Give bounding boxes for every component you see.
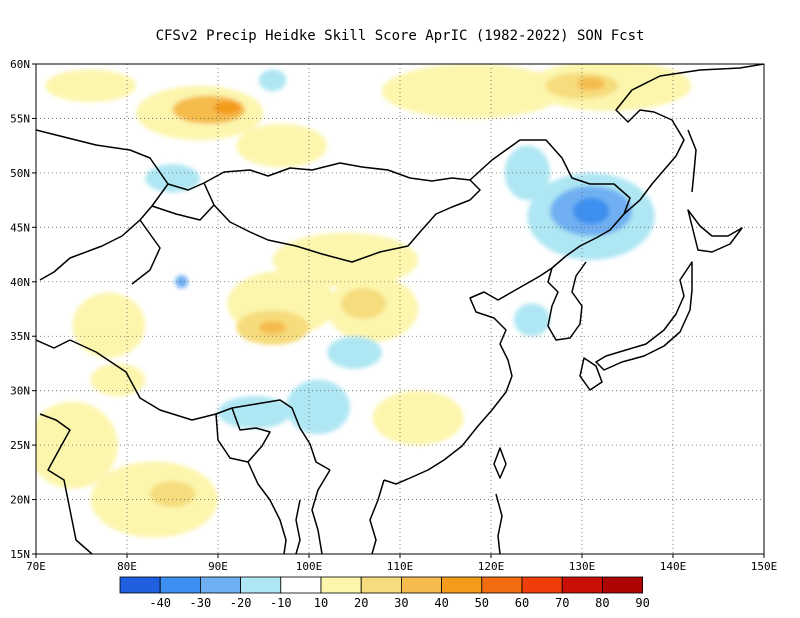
skill-patch-layer bbox=[36, 64, 692, 538]
coastline-borders bbox=[36, 64, 764, 554]
coast-sakhalin bbox=[687, 129, 697, 193]
lat-tick-label: 45N bbox=[10, 221, 30, 234]
grid-lines bbox=[36, 64, 764, 554]
coast-japan-hokkaido bbox=[687, 209, 743, 253]
coast-indochina bbox=[295, 469, 385, 554]
skill-patch-9 bbox=[72, 292, 146, 359]
border-india-west bbox=[36, 339, 93, 554]
skill-patch-14 bbox=[340, 288, 387, 319]
coast-japan-kyushu bbox=[579, 357, 603, 391]
skill-patch-19 bbox=[372, 390, 464, 446]
coast-luzon bbox=[495, 493, 503, 554]
page-title: CFSv2 Precip Heidke Skill Score AprIC (1… bbox=[155, 28, 645, 44]
skill-patch-28 bbox=[258, 69, 287, 92]
colorbar-label: 10 bbox=[314, 596, 328, 610]
lat-tick-label: 55N bbox=[10, 112, 30, 125]
colorbar-label: 70 bbox=[555, 596, 569, 610]
skill-patch-12 bbox=[258, 320, 287, 335]
lat-tick-label: 40N bbox=[10, 276, 30, 289]
coast-far-east bbox=[615, 64, 764, 215]
lat-tick-label: 60N bbox=[10, 58, 30, 71]
coast-japan-honshu bbox=[595, 261, 693, 371]
colorbar-swatch bbox=[441, 576, 483, 594]
coast-china-east bbox=[383, 267, 553, 485]
skill-patch-24 bbox=[504, 145, 551, 201]
colorbar-label: 50 bbox=[475, 596, 489, 610]
colorbar-label: 30 bbox=[394, 596, 408, 610]
lon-tick-label: 130E bbox=[569, 560, 596, 573]
skill-patch-25 bbox=[286, 379, 350, 435]
colorbar-label: -40 bbox=[149, 596, 171, 610]
lat-tick-label: 30N bbox=[10, 385, 30, 398]
colorbar-swatch bbox=[320, 576, 362, 594]
skill-patch-4 bbox=[236, 123, 328, 168]
colorbar-swatch bbox=[602, 576, 644, 594]
lon-tick-label: 80E bbox=[117, 560, 137, 573]
colorbar-swatch bbox=[280, 576, 322, 594]
colorbar-label: 80 bbox=[595, 596, 609, 610]
colorbar-swatch bbox=[400, 576, 442, 594]
border-kazakhstan-china bbox=[131, 182, 215, 285]
skill-patch-20 bbox=[90, 363, 146, 397]
colorbar-swatch bbox=[561, 576, 603, 594]
colorbar-swatch bbox=[521, 576, 563, 594]
colorbar-swatch bbox=[159, 576, 201, 594]
lon-tick-label: 100E bbox=[296, 560, 323, 573]
border-mongolia bbox=[203, 162, 481, 263]
colorbar-swatch bbox=[360, 576, 402, 594]
lon-tick-label: 110E bbox=[387, 560, 414, 573]
lat-tick-label: 20N bbox=[10, 494, 30, 507]
colorbar-label: 60 bbox=[515, 596, 529, 610]
lat-tick-label: 15N bbox=[10, 548, 30, 561]
skill-patch-18 bbox=[149, 481, 196, 508]
colorbar-label: 90 bbox=[635, 596, 649, 610]
colorbar-swatch bbox=[119, 576, 161, 594]
skill-patch-30 bbox=[513, 303, 551, 337]
colorbar-label: -30 bbox=[190, 596, 212, 610]
colorbar-swatch bbox=[199, 576, 241, 594]
colorbar-label: -10 bbox=[270, 596, 292, 610]
skill-patch-23 bbox=[572, 197, 610, 225]
lon-tick-label: 140E bbox=[660, 560, 687, 573]
colorbar-label: -20 bbox=[230, 596, 252, 610]
lat-tick-label: 25N bbox=[10, 439, 30, 452]
skill-patch-5 bbox=[381, 64, 564, 119]
border-india-east bbox=[215, 407, 287, 554]
colorbar-label: 40 bbox=[434, 596, 448, 610]
lon-tick-label: 150E bbox=[751, 560, 778, 573]
lon-tick-label: 90E bbox=[208, 560, 228, 573]
skill-patch-8 bbox=[577, 77, 605, 91]
coast-korea bbox=[547, 255, 587, 341]
lon-tick-label: 70E bbox=[26, 560, 46, 573]
colorbar-swatch bbox=[240, 576, 282, 594]
border-china-north bbox=[469, 139, 631, 257]
axis-ticks: 70E 80E 90E 100E 110E 120E 130E 140E 150E 15N 20N 2… bbox=[10, 58, 777, 573]
colorbar: -40 -30 -20 -10 10 20 30 40 50 60 70 80 90 bbox=[119, 576, 650, 610]
lat-tick-label: 35N bbox=[10, 330, 30, 343]
skill-patch-0 bbox=[45, 69, 137, 103]
coast-taiwan bbox=[493, 447, 507, 479]
lat-tick-label: 50N bbox=[10, 167, 30, 180]
skill-patch-3 bbox=[213, 101, 241, 115]
colorbar-label: 20 bbox=[354, 596, 368, 610]
lon-tick-label: 120E bbox=[478, 560, 505, 573]
skill-patch-31 bbox=[175, 275, 188, 289]
skill-patch-26 bbox=[218, 396, 291, 429]
skill-patch-29 bbox=[327, 336, 382, 369]
colorbar-swatch bbox=[481, 576, 523, 594]
